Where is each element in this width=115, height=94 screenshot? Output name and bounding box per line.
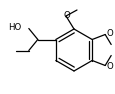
Text: HO: HO [9,23,22,32]
Text: O: O [63,11,70,20]
Text: O: O [105,29,112,38]
Text: O: O [105,62,112,71]
